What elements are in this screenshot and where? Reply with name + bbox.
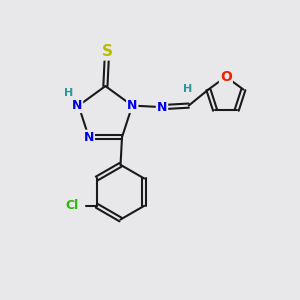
Text: N: N <box>72 99 82 112</box>
Text: N: N <box>157 100 167 114</box>
Text: S: S <box>101 44 112 59</box>
Text: O: O <box>220 70 232 84</box>
Text: N: N <box>127 99 137 112</box>
Text: Cl: Cl <box>66 199 79 212</box>
Text: N: N <box>84 131 94 144</box>
Text: H: H <box>64 88 73 98</box>
Text: H: H <box>183 84 192 94</box>
